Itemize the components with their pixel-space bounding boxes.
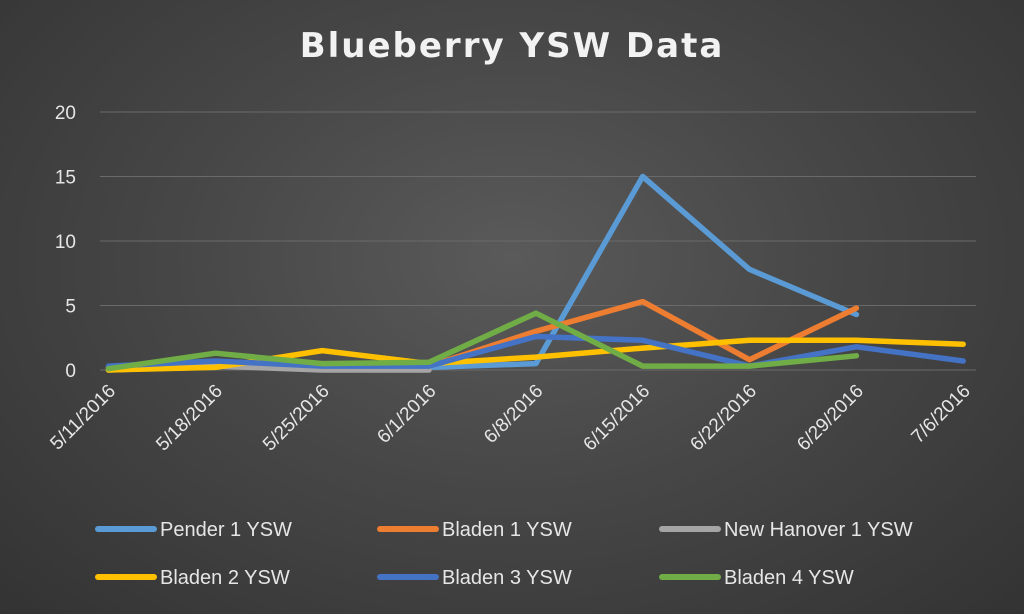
series-lines bbox=[105, 173, 966, 373]
legend: Pender 1 YSW Bladen 1 YSW New Hanover 1 YS… bbox=[95, 519, 913, 589]
legend-label: Bladen 1 YSW bbox=[442, 519, 572, 541]
x-tick-label: 6/29/2016 bbox=[793, 381, 868, 456]
legend-label: New Hanover 1 YSW bbox=[724, 519, 913, 541]
gridlines bbox=[100, 111, 976, 371]
legend-label: Pender 1 YSW bbox=[160, 519, 292, 541]
x-tick-label: 6/15/2016 bbox=[580, 381, 655, 456]
x-tick-label: 5/18/2016 bbox=[152, 381, 227, 456]
legend-label: Bladen 4 YSW bbox=[724, 567, 854, 589]
y-tick-label: 10 bbox=[55, 232, 76, 253]
series-line-2 bbox=[105, 298, 860, 371]
y-axis-ticks: 0 5 10 15 20 bbox=[55, 103, 76, 382]
legend-label: Bladen 2 YSW bbox=[160, 567, 290, 589]
y-tick-label: 5 bbox=[65, 297, 76, 318]
x-tick-label: 6/8/2016 bbox=[480, 381, 547, 448]
chart-title: Blueberry YSW Data bbox=[299, 26, 725, 66]
y-tick-label: 20 bbox=[55, 103, 76, 124]
y-tick-label: 15 bbox=[55, 168, 76, 189]
y-tick-label: 0 bbox=[65, 361, 76, 382]
series-line-6 bbox=[105, 310, 860, 372]
x-tick-label: 6/22/2016 bbox=[686, 381, 761, 456]
x-tick-label: 7/6/2016 bbox=[908, 381, 975, 448]
legend-label: Bladen 3 YSW bbox=[442, 567, 572, 589]
x-tick-label: 6/1/2016 bbox=[373, 381, 440, 448]
series-line-5 bbox=[105, 333, 966, 369]
x-tick-label: 5/25/2016 bbox=[259, 381, 334, 456]
x-tick-label: 5/11/2016 bbox=[46, 381, 120, 455]
x-axis-ticks: 5/11/2016 5/18/2016 5/25/2016 6/1/2016 6/8/2… bbox=[46, 381, 974, 456]
